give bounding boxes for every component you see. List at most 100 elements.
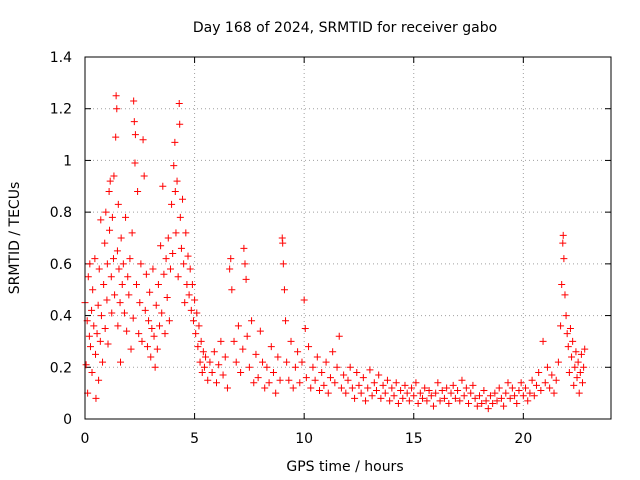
data-point (467, 389, 475, 397)
y-tick-label: 0 (63, 412, 72, 428)
data-point (228, 286, 236, 294)
data-point (366, 366, 374, 374)
data-point (124, 273, 132, 281)
data-point (497, 394, 505, 402)
data-point (581, 345, 589, 353)
data-point (108, 213, 116, 221)
data-point (204, 376, 212, 384)
data-point (219, 371, 227, 379)
data-point (443, 384, 451, 392)
data-point (550, 389, 558, 397)
data-point (370, 379, 378, 387)
data-point (169, 250, 177, 258)
data-point (276, 376, 284, 384)
data-point (486, 392, 494, 400)
data-point (449, 381, 457, 389)
data-point (412, 379, 420, 387)
data-point (572, 348, 580, 356)
data-point (559, 239, 567, 247)
data-point (126, 255, 134, 263)
data-point (445, 399, 453, 407)
data-point (114, 322, 122, 330)
data-point (305, 343, 313, 351)
data-point (171, 187, 179, 195)
data-point (119, 260, 127, 268)
data-point (160, 270, 168, 278)
data-point (232, 358, 240, 366)
data-point (118, 281, 126, 289)
data-point (200, 363, 208, 371)
y-tick-label: 1.4 (50, 50, 72, 66)
data-point (280, 286, 288, 294)
data-point (574, 358, 582, 366)
data-point (294, 348, 302, 356)
data-point (106, 226, 114, 234)
data-point (202, 353, 210, 361)
data-point (113, 247, 121, 255)
data-point (456, 397, 464, 405)
data-point (102, 208, 110, 216)
data-point (93, 330, 101, 338)
data-point (188, 281, 196, 289)
data-point (491, 389, 499, 397)
data-point (181, 299, 189, 307)
y-tick-label: 1.2 (50, 102, 72, 118)
data-point (110, 172, 118, 180)
data-point (489, 399, 497, 407)
data-point (179, 195, 187, 203)
data-point (256, 327, 264, 335)
data-point (329, 348, 337, 356)
data-point (94, 301, 102, 309)
data-point (552, 376, 560, 384)
data-point (140, 172, 148, 180)
data-point (170, 162, 178, 170)
data-point (171, 138, 179, 146)
data-point (199, 348, 207, 356)
data-point (157, 242, 165, 250)
data-point (543, 363, 551, 371)
data-point (397, 387, 405, 395)
data-point (245, 363, 253, 371)
data-point (101, 239, 109, 247)
data-point (193, 309, 201, 317)
data-point (416, 389, 424, 397)
data-point (259, 358, 267, 366)
data-point (108, 309, 116, 317)
data-point (117, 358, 125, 366)
x-tick-label: 0 (81, 431, 90, 447)
data-point (580, 363, 588, 371)
data-point (576, 368, 584, 376)
data-point (383, 376, 391, 384)
data-point (570, 381, 578, 389)
data-point (85, 332, 93, 340)
data-point (150, 332, 158, 340)
data-point (117, 234, 125, 242)
data-point (103, 260, 111, 268)
data-point (484, 405, 492, 413)
data-point (180, 260, 188, 268)
data-point (184, 252, 192, 260)
data-point (451, 394, 459, 402)
data-point (469, 381, 477, 389)
data-point (147, 353, 155, 361)
data-point (528, 376, 536, 384)
data-point (239, 345, 247, 353)
data-point (156, 322, 164, 330)
data-point (208, 368, 216, 376)
data-point (522, 384, 530, 392)
data-point (130, 97, 138, 105)
data-point (173, 177, 181, 185)
data-point (165, 317, 173, 325)
data-point (122, 213, 130, 221)
data-point (537, 387, 545, 395)
data-point (175, 100, 183, 108)
data-point (429, 402, 437, 410)
data-point (309, 363, 317, 371)
data-point (176, 120, 184, 128)
data-point (89, 286, 97, 294)
data-point (438, 387, 446, 395)
data-point (161, 330, 169, 338)
data-point (482, 397, 490, 405)
data-point (421, 384, 429, 392)
data-point (104, 340, 112, 348)
